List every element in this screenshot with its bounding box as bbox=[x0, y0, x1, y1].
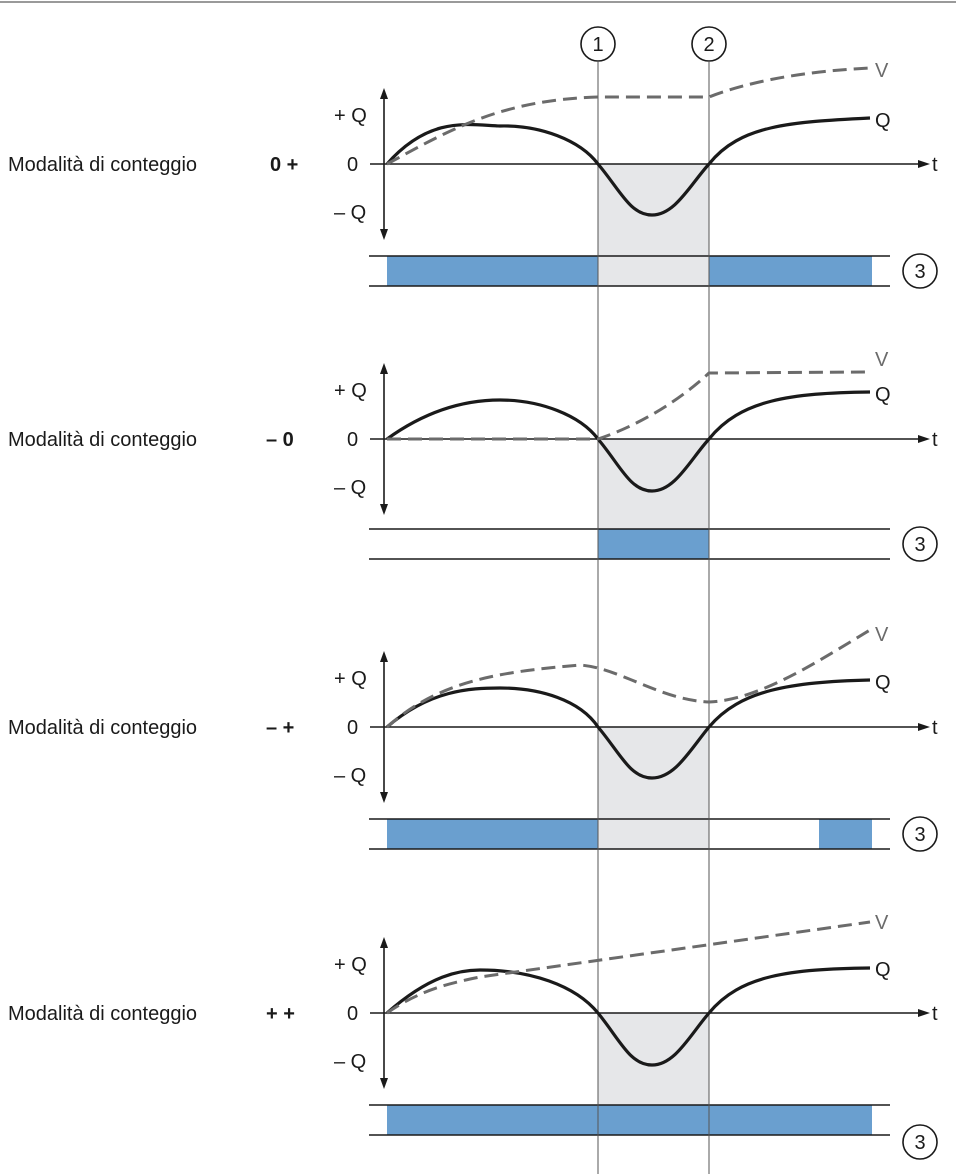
arrow-up-icon bbox=[380, 651, 388, 662]
marker-2-label: 2 bbox=[703, 34, 714, 56]
counting-bar bbox=[598, 529, 709, 559]
arrow-down-icon bbox=[380, 1078, 388, 1089]
marker-3: 3 bbox=[902, 526, 938, 562]
minus-q-label: – Q bbox=[334, 202, 366, 224]
arrow-down-icon bbox=[380, 504, 388, 515]
v-curve bbox=[387, 370, 871, 441]
arrow-down-icon bbox=[380, 792, 388, 803]
v-curve bbox=[386, 920, 871, 1015]
t-label: t bbox=[932, 1003, 938, 1025]
zero-label: 0 bbox=[347, 1003, 358, 1025]
t-label: t bbox=[932, 429, 938, 451]
v-curve bbox=[386, 66, 871, 166]
q-label: Q bbox=[875, 959, 891, 981]
arrow-up-icon bbox=[380, 363, 388, 374]
counting-bar bbox=[709, 256, 872, 286]
marker-3-label: 3 bbox=[914, 824, 925, 846]
t-label: t bbox=[932, 154, 938, 176]
zero-label: 0 bbox=[347, 429, 358, 451]
plus-q-label: + Q bbox=[334, 954, 367, 976]
minus-q-label: – Q bbox=[334, 1051, 366, 1073]
panel-mode-plus-plus: Modalità di conteggio + + + Q 0 – Q t V … bbox=[8, 912, 938, 1160]
mode-label: Modalità di conteggio bbox=[8, 429, 197, 451]
mode-code: – 0 bbox=[266, 429, 294, 451]
v-label: V bbox=[875, 912, 889, 934]
q-curve bbox=[385, 116, 871, 217]
counting-bar bbox=[387, 1105, 872, 1135]
plus-q-label: + Q bbox=[334, 668, 367, 690]
v-label: V bbox=[875, 624, 889, 646]
arrow-right-icon bbox=[918, 435, 930, 443]
zero-label: 0 bbox=[347, 717, 358, 739]
bar-track-lines bbox=[369, 255, 890, 1136]
q-curve bbox=[385, 966, 871, 1067]
mode-code: 0 + bbox=[270, 154, 298, 176]
marker-3-label: 3 bbox=[914, 1132, 925, 1154]
arrow-right-icon bbox=[918, 160, 930, 168]
mode-code: + + bbox=[266, 1003, 295, 1025]
marker-3-label: 3 bbox=[914, 261, 925, 283]
arrow-up-icon bbox=[380, 88, 388, 99]
mode-label: Modalità di conteggio bbox=[8, 154, 197, 176]
counting-bar bbox=[387, 256, 598, 286]
panel-mode-minus-0: Modalità di conteggio – 0 + Q 0 – Q t V … bbox=[8, 349, 938, 562]
q-label: Q bbox=[875, 110, 891, 132]
marker-1: 1 bbox=[580, 26, 616, 62]
negative-flow-shade bbox=[598, 164, 709, 286]
arrow-right-icon bbox=[918, 1009, 930, 1017]
negative-flow-shade bbox=[598, 727, 709, 849]
marker-3: 3 bbox=[902, 1124, 938, 1160]
marker-3-label: 3 bbox=[914, 534, 925, 556]
counting-bar bbox=[819, 819, 872, 849]
marker-3: 3 bbox=[902, 816, 938, 852]
panel-mode-0-plus: Modalità di conteggio 0 + + Q 0 – Q t V … bbox=[8, 60, 938, 289]
q-label: Q bbox=[875, 384, 891, 406]
marker-2: 2 bbox=[691, 26, 727, 62]
minus-q-label: – Q bbox=[334, 477, 366, 499]
plus-q-label: + Q bbox=[334, 105, 367, 127]
arrow-right-icon bbox=[918, 723, 930, 731]
v-label: V bbox=[875, 60, 889, 82]
arrow-down-icon bbox=[380, 229, 388, 240]
mode-code: – + bbox=[266, 717, 294, 739]
marker-3: 3 bbox=[902, 253, 938, 289]
counting-bar bbox=[387, 819, 598, 849]
q-label: Q bbox=[875, 672, 891, 694]
arrow-up-icon bbox=[380, 937, 388, 948]
zero-label: 0 bbox=[347, 154, 358, 176]
t-label: t bbox=[932, 717, 938, 739]
mode-label: Modalità di conteggio bbox=[8, 1003, 197, 1025]
mode-label: Modalità di conteggio bbox=[8, 717, 197, 739]
minus-q-label: – Q bbox=[334, 765, 366, 787]
v-curve bbox=[386, 628, 871, 729]
v-label: V bbox=[875, 349, 889, 371]
panel-mode-minus-plus: Modalità di conteggio – + + Q 0 – Q t V … bbox=[8, 624, 938, 852]
q-curve bbox=[385, 678, 871, 780]
q-curve bbox=[386, 390, 871, 493]
marker-1-label: 1 bbox=[592, 34, 603, 56]
plus-q-label: + Q bbox=[334, 380, 367, 402]
